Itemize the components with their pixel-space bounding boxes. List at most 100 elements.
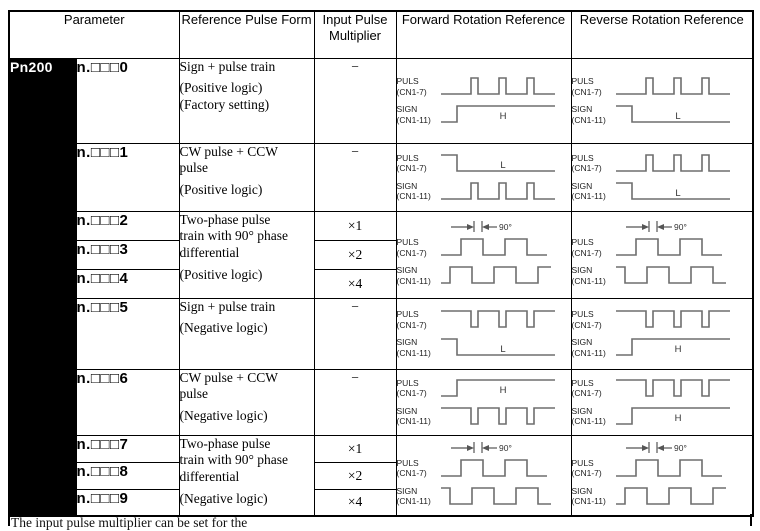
param-code: n.□□□9	[75, 488, 180, 517]
signal-row: PULS (CN1-7)	[397, 306, 570, 333]
signal-label: SIGN (CN1-11)	[572, 104, 616, 124]
signal-name: PULS	[571, 458, 594, 469]
multiplier-cell: −	[313, 142, 397, 212]
waveform-diagram: PULS (CN1-7) SIGN (CN1-11) L	[571, 150, 752, 205]
waveform-svg	[615, 378, 730, 397]
signal-name: PULS	[396, 76, 419, 87]
signal-row: SIGN (CN1-11)	[397, 483, 570, 510]
signal-row: SIGN (CN1-11)	[572, 262, 752, 289]
form-notes: (Negative logic)	[179, 407, 268, 423]
waveform-svg: L	[615, 181, 730, 200]
waveform-diagram: 90° PULS (CN1-7) SIGN (CN1-11)	[571, 219, 752, 289]
multiplier-cell: ×2	[313, 239, 397, 270]
table-row: n.□□□8 ×2	[9, 461, 753, 490]
multiplier-cell: ×4	[313, 268, 397, 299]
signal-row: SIGN (CN1-11) L	[396, 334, 570, 361]
signal-pin: (CN1-7)	[571, 247, 602, 258]
waveform-svg	[615, 310, 730, 328]
pulse-form-cell: CW pulse + CCW pulse (Negative logic)	[178, 368, 315, 436]
pulse-form-cell: Sign + pulse train (Positive logic) (Fac…	[178, 57, 315, 144]
signal-name: PULS	[571, 152, 594, 163]
header-reference-pulse-form: Reference Pulse Form	[178, 10, 315, 59]
signal-row: SIGN (CN1-11)	[397, 262, 570, 289]
multiplier-cell: −	[313, 57, 397, 144]
signal-row: SIGN (CN1-11) L	[572, 178, 752, 205]
multiplier-cell: −	[313, 368, 397, 436]
waveform-svg	[440, 266, 551, 284]
form-main: CW pulse + CCW pulse	[179, 369, 279, 402]
signal-name: PULS	[396, 152, 419, 163]
table-row: n.□□□6 CW pulse + CCW pulse (Negative lo…	[9, 368, 754, 436]
waveform-svg	[615, 458, 722, 477]
signal-row: PULS (CN1-7)	[572, 73, 752, 100]
signal-pin: (CN1-7)	[571, 468, 602, 479]
signal-name: SIGN	[571, 405, 593, 416]
waveform-svg	[615, 77, 730, 95]
signal-label: PULS (CN1-7)	[397, 309, 441, 329]
waveform-svg	[440, 310, 555, 328]
reverse-waveform-cell: PULS (CN1-7) SIGN (CN1-11) H	[570, 297, 754, 370]
form-main: Sign + pulse train	[179, 58, 276, 74]
phase-90-annotation: 90°	[441, 440, 571, 454]
signal-row: PULS (CN1-7)	[571, 455, 752, 482]
signal-label: SIGN (CN1-11)	[397, 486, 441, 506]
waveform-svg: H	[615, 338, 730, 356]
forward-waveform-cell: PULS (CN1-7) H SIGN (CN1-11)	[395, 368, 572, 436]
signal-name: PULS	[571, 377, 594, 388]
signal-label: PULS (CN1-7)	[397, 458, 441, 478]
form-main: Two-phase pulse train with 90° phase dif…	[179, 211, 289, 260]
signal-label: PULS (CN1-7)	[572, 309, 616, 329]
signal-label: PULS (CN1-7)	[397, 237, 441, 257]
level-label: L	[675, 188, 680, 199]
form-notes: (Negative logic)	[179, 490, 268, 506]
signal-row: SIGN (CN1-11) H	[397, 101, 570, 128]
waveform-diagram: PULS (CN1-7) SIGN (CN1-11) H	[571, 375, 752, 430]
signal-row: SIGN (CN1-11)	[572, 483, 752, 510]
signal-name: SIGN	[571, 180, 593, 191]
signal-row: SIGN (CN1-11) L	[572, 101, 752, 128]
table-row: n.□□□2 Two-phase pulse train with 90° ph…	[9, 210, 754, 299]
signal-label: SIGN (CN1-11)	[397, 104, 441, 124]
signal-pin: (CN1-11)	[396, 114, 431, 125]
phase-annotation-svg: 90°	[625, 221, 687, 232]
header-input-pulse-multiplier: Input Pulse Multiplier	[313, 10, 397, 59]
phase-label: 90°	[674, 222, 687, 232]
signal-label: SIGN (CN1-11)	[572, 181, 616, 201]
reverse-waveform-cell: PULS (CN1-7) SIGN (CN1-11) L	[570, 142, 754, 212]
forward-waveform-cell: PULS (CN1-7) SIGN (CN1-11) L	[395, 297, 572, 370]
param-code: n.□□□7	[75, 434, 180, 463]
param-code: n.□□□6	[75, 368, 180, 436]
signal-name: SIGN	[396, 337, 418, 348]
phase-annotation-svg: 90°	[625, 441, 686, 453]
waveform-svg	[440, 77, 555, 95]
waveform-svg	[615, 238, 722, 256]
note-box-right-border	[750, 514, 752, 526]
pn200-pulse-form-table: Parameter Reference Pulse Form Input Pul…	[8, 10, 755, 517]
form-notes: (Negative logic)	[179, 320, 268, 336]
signal-row: PULS (CN1-7)	[572, 306, 752, 333]
signal-row: PULS (CN1-7)	[571, 150, 752, 177]
phase-annotation-svg: 90°	[450, 441, 511, 453]
signal-name: SIGN	[396, 265, 418, 276]
signal-name: PULS	[571, 237, 594, 248]
multiplier-cell: ×2	[313, 461, 397, 490]
signal-label: PULS (CN1-7)	[572, 76, 616, 96]
form-main: Two-phase pulse train with 90° phase dif…	[179, 435, 289, 484]
waveform-diagram: 90° PULS (CN1-7) SIGN (CN1-11)	[397, 219, 570, 289]
waveform-svg: L	[440, 153, 555, 172]
signal-row: PULS (CN1-7) L	[396, 150, 570, 177]
waveform-diagram: PULS (CN1-7) SIGN (CN1-11) L	[396, 306, 570, 361]
signal-label: SIGN (CN1-11)	[397, 406, 441, 426]
header-reverse-rotation: Reverse Rotation Reference	[570, 10, 754, 59]
form-notes: (Positive logic)	[179, 181, 263, 197]
signal-name: SIGN	[396, 104, 418, 115]
waveform-svg: H	[440, 378, 555, 397]
signal-name: PULS	[571, 76, 594, 87]
waveform-svg	[440, 458, 547, 477]
signal-row: PULS (CN1-7)	[397, 234, 570, 261]
signal-pin: (CN1-11)	[571, 191, 606, 201]
signal-label: SIGN (CN1-11)	[397, 265, 441, 285]
form-notes: (Positive logic) (Factory setting)	[179, 80, 270, 112]
signal-pin: (CN1-7)	[396, 388, 427, 398]
signal-label: PULS (CN1-7)	[397, 76, 441, 96]
